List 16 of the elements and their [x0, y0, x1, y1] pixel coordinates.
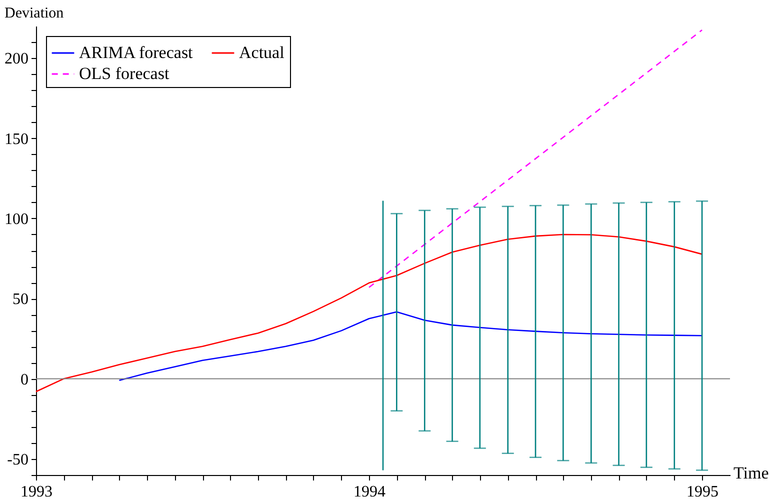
x-tick-label: 1995	[686, 484, 719, 500]
y-tick-label: -50	[7, 451, 28, 468]
legend-label: Actual	[239, 43, 285, 62]
y-tick-label: 50	[12, 291, 28, 308]
y-tick-label: 200	[4, 50, 28, 68]
line-series	[35, 234, 703, 392]
x-tick-label: 1994	[354, 484, 386, 500]
y-tick-label: 100	[4, 210, 28, 228]
line-series	[118, 311, 703, 382]
x-axis-title: Time	[734, 464, 769, 482]
y-tick-label: 0	[20, 371, 28, 388]
legend-label: ARIMA forecast	[79, 43, 194, 62]
x-tick-label: 1993	[20, 484, 52, 500]
y-axis-title: Deviation	[4, 6, 64, 22]
y-tick-label: 150	[4, 130, 28, 148]
legend-label: OLS forecast	[79, 64, 170, 83]
